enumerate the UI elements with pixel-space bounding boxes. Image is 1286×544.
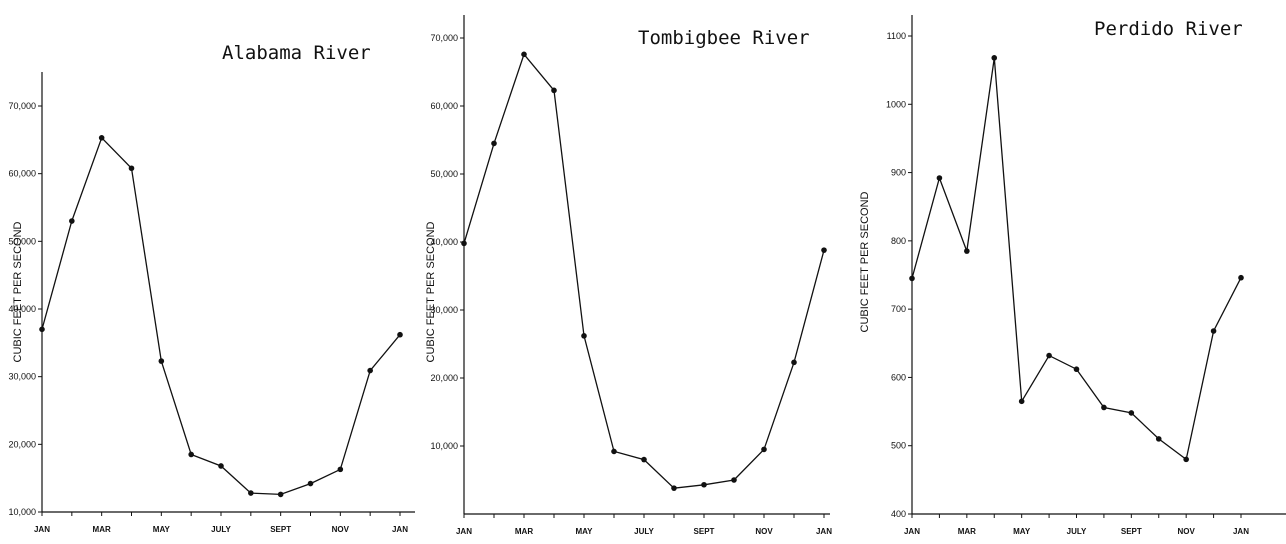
y-tick-label: 20,000: [8, 439, 36, 449]
x-tick-label: MAR: [93, 525, 111, 534]
x-tick-label: MAR: [958, 527, 976, 536]
y-tick-label: 40,000: [430, 237, 458, 247]
data-point: [69, 218, 75, 224]
data-point: [611, 448, 617, 455]
data-point: [491, 140, 497, 147]
series-line: [41, 136, 401, 496]
y-tick-label: 50,000: [430, 169, 458, 179]
data-point: [367, 367, 373, 374]
data-point: [991, 55, 998, 61]
data-point: [701, 481, 707, 488]
x-tick-label: JULY: [634, 527, 654, 536]
data-point: [1046, 352, 1052, 359]
data-point: [964, 248, 970, 254]
x-tick-label: JAN: [904, 527, 920, 536]
data-point: [158, 358, 165, 364]
y-tick-label: 800: [891, 236, 906, 246]
data-point: [641, 456, 647, 463]
data-point: [671, 485, 677, 491]
x-tick-label: NOV: [755, 527, 773, 536]
y-tick-label: 70,000: [430, 33, 458, 43]
x-tick-label: NOV: [1177, 527, 1195, 536]
x-tick-label: NOV: [332, 525, 350, 534]
x-tick-label: JAN: [34, 525, 50, 534]
data-point: [218, 463, 224, 469]
data-point: [188, 451, 194, 458]
y-tick-label: 500: [891, 441, 906, 451]
data-point: [581, 333, 587, 339]
data-point: [1210, 328, 1217, 334]
y-tick-label: 70,000: [8, 101, 36, 111]
y-tick-label: 600: [891, 372, 906, 382]
x-tick-label: MAY: [575, 527, 593, 536]
data-point: [1128, 410, 1135, 416]
series-line: [911, 57, 1242, 461]
y-tick-label: 40,000: [8, 304, 36, 314]
y-tick-label: 60,000: [8, 169, 36, 179]
x-tick-label: SEPT: [270, 525, 291, 534]
data-point: [39, 326, 45, 333]
data-point: [307, 480, 314, 487]
data-point: [551, 87, 557, 94]
chart-title: Alabama River: [222, 42, 371, 64]
data-point: [1155, 436, 1162, 442]
data-point: [461, 240, 467, 247]
data-point: [248, 490, 254, 496]
y-tick-label: 900: [891, 168, 906, 178]
chart-panel-perdido: Perdido River CUBIC FEET PER SECOND 400 5…: [859, 15, 1286, 536]
y-axis-label: CUBIC FEET PER SECOND: [12, 221, 24, 362]
y-tick-label: 1000: [886, 99, 906, 109]
series-line: [463, 52, 825, 489]
x-tick-label: JULY: [1067, 527, 1087, 536]
data-point: [791, 359, 797, 366]
y-axis-label: CUBIC FEET PER SECOND: [859, 191, 871, 332]
chart-title: Tombigbee River: [638, 27, 810, 49]
x-tick-label: JAN: [816, 527, 832, 536]
data-point: [1073, 366, 1080, 373]
data-point: [909, 275, 915, 282]
x-tick-label: SEPT: [1121, 527, 1142, 536]
y-axis-label: CUBIC FEET PER SECOND: [425, 221, 437, 362]
x-tick-label: JAN: [392, 525, 408, 534]
data-point: [1018, 398, 1025, 405]
y-tick-label: 700: [891, 304, 906, 314]
x-tick-label: JAN: [1233, 527, 1249, 536]
y-tick-label: 30,000: [430, 305, 458, 315]
data-point: [1238, 274, 1244, 281]
data-point: [821, 247, 827, 253]
data-point: [731, 477, 737, 483]
data-point: [761, 446, 767, 453]
data-point: [98, 135, 105, 141]
y-tick-label: 400: [891, 509, 906, 519]
x-tick-label: SEPT: [694, 527, 715, 536]
x-tick-label: MAR: [515, 527, 533, 536]
x-tick-label: MAY: [153, 525, 171, 534]
y-tick-label: 20,000: [430, 373, 458, 383]
data-point: [1101, 404, 1107, 411]
data-point: [397, 331, 403, 338]
data-point: [936, 175, 943, 181]
data-point: [1183, 456, 1189, 463]
x-tick-label: JULY: [211, 525, 231, 534]
y-tick-label: 1100: [887, 31, 906, 41]
chart-panel-tombigbee: Tombigbee River CUBIC FEET PER SECOND 10…: [425, 15, 832, 536]
data-point: [521, 51, 527, 58]
y-tick-label: 10,000: [430, 441, 458, 451]
x-tick-label: JAN: [456, 527, 472, 536]
y-tick-label: 50,000: [8, 236, 36, 246]
x-tick-label: MAY: [1013, 527, 1031, 536]
y-tick-label: 10,000: [8, 507, 36, 517]
data-point: [337, 466, 344, 473]
chart-title: Perdido River: [1094, 18, 1243, 40]
y-tick-label: 60,000: [430, 101, 458, 111]
data-point: [277, 491, 284, 498]
chart-panel-alabama: Alabama River CUBIC FEET PER SECOND 10,0…: [8, 42, 415, 534]
data-point: [128, 165, 135, 172]
y-tick-label: 30,000: [8, 372, 36, 382]
